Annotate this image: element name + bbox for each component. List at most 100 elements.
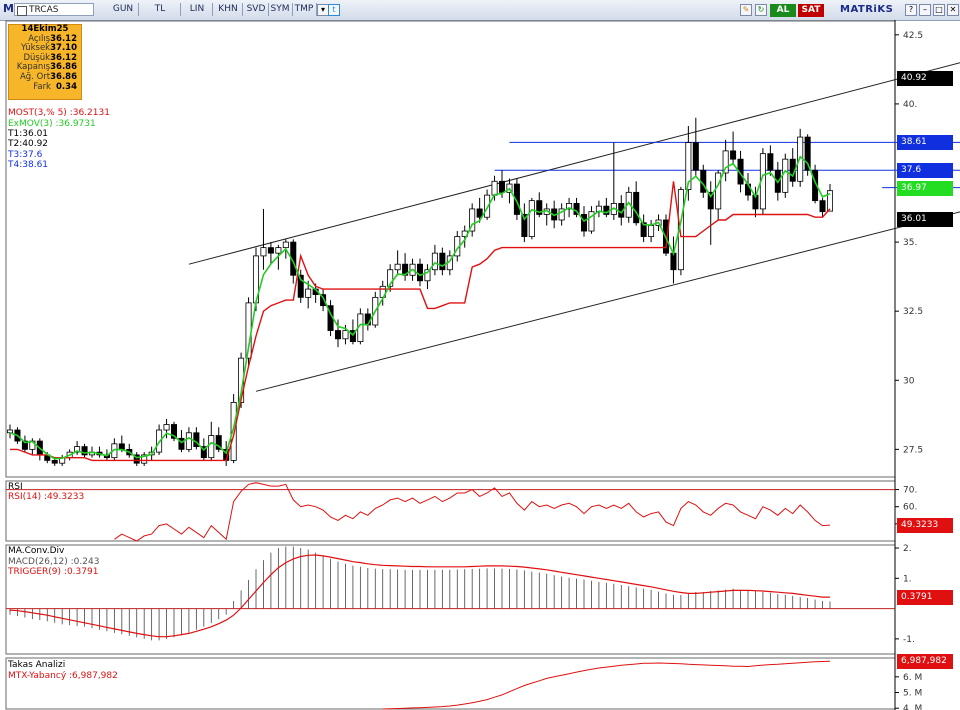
help-icon[interactable]: ? [905, 4, 917, 16]
info-label: Yüksek [21, 43, 51, 54]
rsi-legend: RSI(14) :49.3233 [8, 492, 84, 502]
exmov-value: :36.9731 [55, 119, 96, 129]
candle-body [670, 252, 677, 271]
candle-body [513, 183, 520, 215]
candle-body [424, 269, 431, 282]
candle-body [730, 150, 737, 160]
info-label: Açılış [28, 33, 51, 44]
axis-tick-label: 1. [903, 574, 912, 584]
info-label: Fark [33, 81, 51, 92]
candle-body [826, 190, 834, 212]
candle-body [170, 424, 178, 439]
tmp-button[interactable]: TMP [292, 3, 317, 16]
khn-button[interactable]: KHN [214, 3, 243, 16]
twitter-icon[interactable]: t [328, 4, 340, 16]
takas-name: MTX-Yabancý [8, 671, 67, 681]
candle-body [692, 142, 699, 171]
axis-tick-label: 27.5 [903, 445, 923, 455]
info-value: 36.12 [50, 33, 77, 44]
ohlc-info-box: 14Ekim25 Açılış 36.12 Yüksek 37.10 Düşük 36… [8, 24, 82, 100]
candle-body [767, 153, 774, 171]
candle-body [566, 202, 573, 210]
most-legend: MOST(3,% 5) :36.2131 [8, 108, 110, 118]
info-date: 14Ekim25 [21, 24, 69, 34]
scale-lin-button[interactable]: LIN [182, 3, 213, 16]
symbol-input[interactable]: TRCAS [14, 3, 94, 16]
candle-body [394, 263, 401, 271]
candle-body [118, 443, 125, 450]
macd-name: MACD(26,12) [8, 557, 68, 567]
maximize-icon[interactable]: □ [933, 4, 945, 16]
rsi-value-label: 49.3233 [897, 518, 953, 533]
takas-line [382, 660, 831, 710]
svd-button[interactable]: SVD [244, 3, 269, 16]
edit-icon[interactable]: ✎ [740, 4, 752, 16]
candle-body [521, 214, 528, 237]
candle-body [431, 252, 438, 271]
candle-body [163, 424, 170, 431]
rsi-value: :49.3233 [43, 492, 85, 502]
candle-body [469, 208, 476, 232]
close-icon[interactable]: ✕ [947, 4, 959, 16]
candle-body [297, 274, 304, 298]
rsi-line [114, 482, 831, 542]
info-value: 36.86 [50, 62, 77, 73]
symbol-checkbox[interactable] [17, 6, 27, 16]
takas-value: :6,987,982 [69, 671, 118, 681]
candle-body [260, 247, 267, 257]
axis-tick-label: 4. M [903, 704, 922, 710]
exmov-name: ExMOV(3) [8, 119, 53, 129]
candle-body [178, 437, 185, 450]
axis-tick-label: 6. M [903, 673, 922, 683]
candle-body [782, 158, 789, 193]
info-value: 36.86 [50, 71, 77, 82]
candle-body [491, 180, 498, 196]
axis-tick-label: -1. [903, 635, 915, 645]
sym-button[interactable]: SYM [268, 3, 293, 16]
takas-value-label: 6,987,982 [897, 654, 953, 669]
candle-body [558, 208, 565, 221]
info-row: Yüksek 37.10 [9, 44, 81, 54]
candle-body [528, 200, 535, 237]
buy-button[interactable]: AL [770, 4, 796, 17]
info-row: Açılış 36.12 [9, 33, 81, 45]
candle-body [230, 401, 237, 461]
minimize-icon[interactable]: – [919, 4, 931, 16]
candle-body [640, 222, 647, 237]
axis-tick-label: 32.5 [903, 307, 923, 317]
candle-body [193, 432, 200, 448]
axis-tick-label: 42.5 [903, 31, 923, 41]
candle-body [200, 446, 207, 459]
candle-body [648, 225, 655, 237]
refresh-icon[interactable]: ↻ [755, 4, 767, 16]
candle-body [387, 269, 394, 287]
most-value: :36.2131 [69, 108, 110, 118]
candle-body [573, 202, 580, 215]
t1-legend: T1:36.01 [8, 129, 49, 139]
candle-body [282, 241, 289, 249]
candle-body [633, 191, 640, 224]
exmov-line [9, 155, 831, 460]
info-row: Düşük 36.12 [9, 52, 81, 64]
info-label: Düşük [23, 52, 51, 63]
candle-body [185, 432, 192, 450]
candle-body [21, 440, 28, 450]
candle-body [804, 136, 811, 171]
info-row: Fark 0.34 [9, 81, 81, 93]
axis-tick-label: 2. [903, 544, 912, 554]
candle-body [334, 330, 342, 340]
trigger-name: TRIGGER(9) [8, 567, 62, 577]
axis-tick-label: 70. [903, 486, 917, 496]
candle-body [6, 429, 14, 434]
sell-button[interactable]: SAT [798, 4, 824, 17]
candle-body [439, 252, 446, 271]
trigger-value-label: 0.3791 [897, 590, 953, 605]
rsi-title: RSI [8, 482, 23, 492]
brand-label: MATRiKS [840, 4, 894, 15]
currency-tl-button[interactable]: TL [140, 3, 181, 16]
price-value-label: 36.01 [897, 212, 953, 227]
candle-body [342, 330, 349, 340]
info-label: Ağ. Ort [19, 71, 51, 82]
period-gun-button[interactable]: GUN [108, 3, 139, 16]
